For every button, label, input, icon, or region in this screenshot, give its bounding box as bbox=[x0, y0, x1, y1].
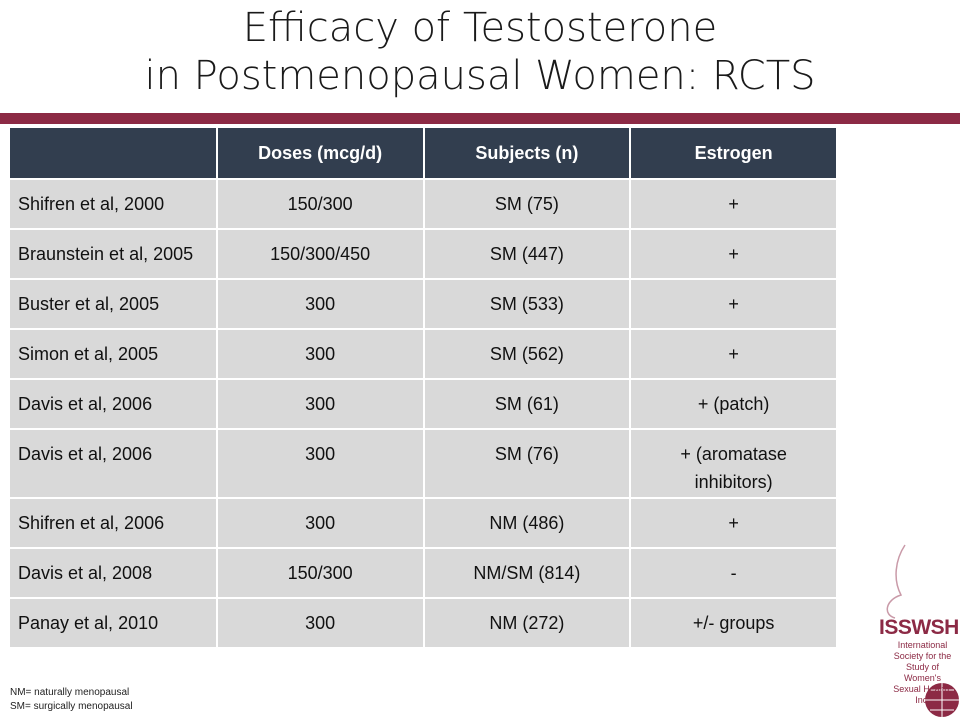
results-table: Doses (mcg/d) Subjects (n) Estrogen Shifren… bbox=[10, 128, 838, 649]
table-cell: Davis et al, 2006 bbox=[10, 428, 218, 499]
logo-figure bbox=[886, 544, 906, 619]
table-cell: + bbox=[629, 278, 838, 330]
logo-line: Sexual Health, Inc. bbox=[893, 684, 952, 705]
table-row: Shifren et al, 2000 150/300 SM (75) + bbox=[10, 178, 838, 230]
table-body: Shifren et al, 2000 150/300 SM (75) + Brauns… bbox=[10, 178, 838, 649]
title-line: in Postmenopausal Women: RCTS bbox=[144, 53, 816, 99]
footnote: NM= naturally menopausal bbox=[10, 687, 130, 698]
table-cell: Panay et al, 2010 bbox=[10, 597, 218, 649]
logo-name: ISSWSH bbox=[879, 616, 959, 639]
table-cell: SM (447) bbox=[422, 228, 632, 280]
table-row: Shifren et al, 2006 300 NM (486) + bbox=[10, 497, 838, 549]
table-cell: SM (75) bbox=[422, 178, 632, 230]
logo-line: International bbox=[897, 640, 948, 650]
column-header: Doses (mcg/d) bbox=[215, 128, 425, 180]
footnotes: NM= naturally menopausal SM= surgically m… bbox=[10, 686, 133, 714]
table-cell: NM (272) bbox=[422, 597, 632, 649]
table-cell: 300 bbox=[215, 597, 425, 649]
table-cell: + (patch) bbox=[629, 378, 838, 430]
table-row: Davis et al, 2006 300 SM (61) + (patch) bbox=[10, 378, 838, 430]
table-cell: 150/300/450 bbox=[215, 228, 425, 280]
table-cell: NM/SM (814) bbox=[422, 547, 632, 599]
table-cell: SM (533) bbox=[422, 278, 632, 330]
table-row: Panay et al, 2010 300 NM (272) +/- groups bbox=[10, 597, 838, 649]
logo-globe-lines bbox=[925, 683, 959, 717]
table-cell: Shifren et al, 2006 bbox=[10, 497, 218, 549]
table-cell: Simon et al, 2005 bbox=[10, 328, 218, 380]
logo: ISSWSH International Society for the Study… bbox=[855, 540, 960, 720]
table-cell: + bbox=[629, 497, 838, 549]
table-cell: 300 bbox=[215, 497, 425, 549]
table-cell: Braunstein et al, 2005 bbox=[10, 228, 218, 280]
table-cell: 150/300 bbox=[215, 178, 425, 230]
table-cell: SM (76) bbox=[422, 428, 632, 499]
table-cell: 300 bbox=[215, 378, 425, 430]
column-header: Subjects (n) bbox=[422, 128, 632, 180]
table-cell: NM (486) bbox=[422, 497, 632, 549]
table-cell: + bbox=[629, 228, 838, 280]
logo-line: Study of bbox=[905, 662, 940, 672]
table-cell: + (aromatase inhibitors) bbox=[629, 428, 838, 499]
table-cell: 150/300 bbox=[215, 547, 425, 599]
table-cell: Shifren et al, 2000 bbox=[10, 178, 218, 230]
table-row: Braunstein et al, 2005 150/300/450 SM (447… bbox=[10, 228, 838, 280]
table-row: Davis et al, 2008 150/300 NM/SM (814) - bbox=[10, 547, 838, 599]
table-cell: 300 bbox=[215, 328, 425, 380]
title-line: Efficacy of Testosterone bbox=[242, 5, 718, 51]
table-row: Buster et al, 2005 300 SM (533) + bbox=[10, 278, 838, 330]
table-row: Davis et al, 2006 300 SM (76) + (aromatase … bbox=[10, 428, 838, 499]
table-cell: - bbox=[629, 547, 838, 599]
table-cell: Buster et al, 2005 bbox=[10, 278, 218, 330]
table-cell: Davis et al, 2006 bbox=[10, 378, 218, 430]
header-row: Doses (mcg/d) Subjects (n) Estrogen bbox=[10, 128, 838, 180]
logo-line: Society for the bbox=[893, 651, 952, 661]
table-cell: SM (562) bbox=[422, 328, 632, 380]
table-row: Simon et al, 2005 300 SM (562) + bbox=[10, 328, 838, 380]
table-cell: SM (61) bbox=[422, 378, 632, 430]
footnote: SM= surgically menopausal bbox=[10, 701, 133, 712]
column-header bbox=[10, 128, 218, 180]
table-cell: + bbox=[629, 178, 838, 230]
table-cell: +/- groups bbox=[629, 597, 838, 649]
title-rule bbox=[0, 113, 960, 124]
table-cell: Davis et al, 2008 bbox=[10, 547, 218, 599]
table-cell: 300 bbox=[215, 428, 425, 499]
table-cell: 300 bbox=[215, 278, 425, 330]
logo-lines: International Society for the Study of Wome… bbox=[885, 640, 960, 706]
logo-art bbox=[886, 544, 959, 717]
logo-line: Women's bbox=[903, 673, 942, 683]
column-header: Estrogen bbox=[629, 128, 838, 180]
title: Efficacy of Testosterone in Postmenopausa… bbox=[0, 4, 960, 100]
table-cell: + bbox=[629, 328, 838, 380]
